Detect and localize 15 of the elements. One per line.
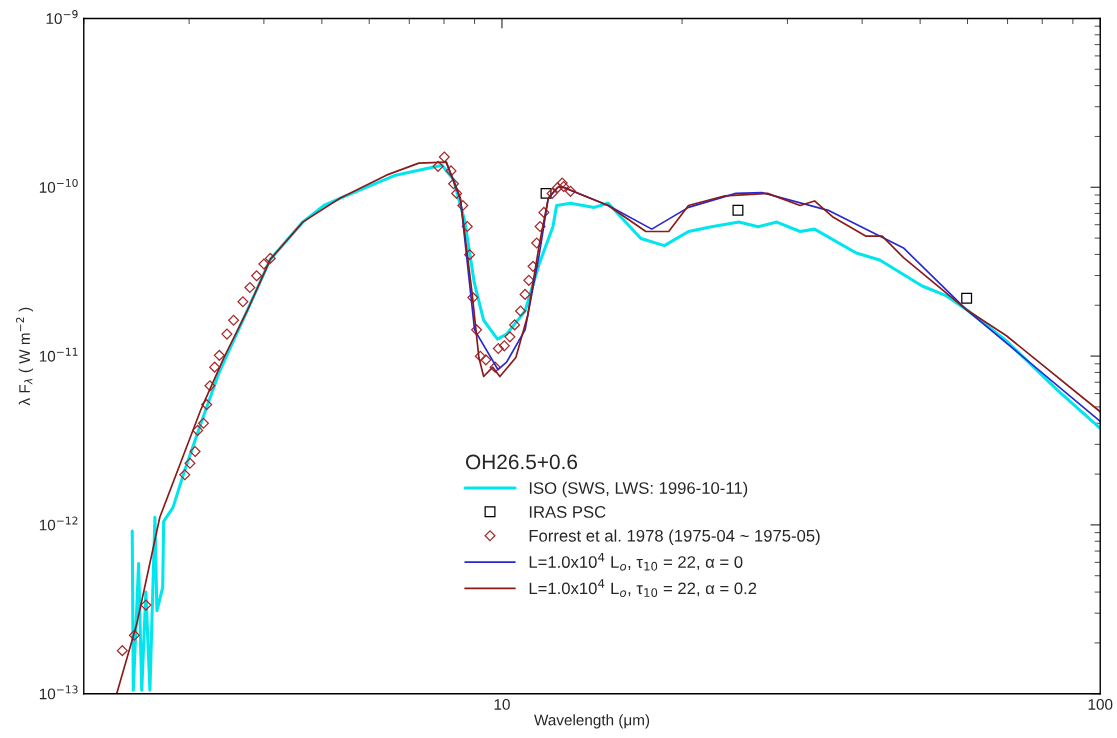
legend-label: L=1.0x10$^{4}$ L$_{o}$, τ$_{10}$ = 22, α = 0 <box>529 552 743 571</box>
legend-label: IRAS PSC <box>529 506 606 518</box>
y-tick-label: 10$^{−9}$ <box>46 10 78 25</box>
x-tick-label: 10 <box>494 698 510 710</box>
legend-title: OH26.5+0.6 <box>466 454 578 470</box>
legend-label: ISO (SWS, LWS: 1996-10-11) <box>529 481 748 498</box>
x-axis-title: Wavelength (μm) <box>534 714 650 729</box>
x-tick-label: 100 <box>1088 698 1113 710</box>
y-tick-label: 10$^{−10}$ <box>39 178 78 193</box>
y-tick-label: 10$^{−12}$ <box>39 516 78 531</box>
y-tick-label: 10$^{−11}$ <box>39 347 78 362</box>
y-axis-title: λ F$_{λ}$ ( W m$^{−2}$ ) <box>16 307 34 406</box>
legend-label: L=1.0x10$^{4}$ L$_{o}$, τ$_{10}$ = 22, α = 0.2 <box>529 579 757 598</box>
y-tick-label: 10$^{−13}$ <box>39 685 78 700</box>
legend-label: Forrest et al. 1978 (1975-04 ~ 1975-05) <box>529 529 820 546</box>
